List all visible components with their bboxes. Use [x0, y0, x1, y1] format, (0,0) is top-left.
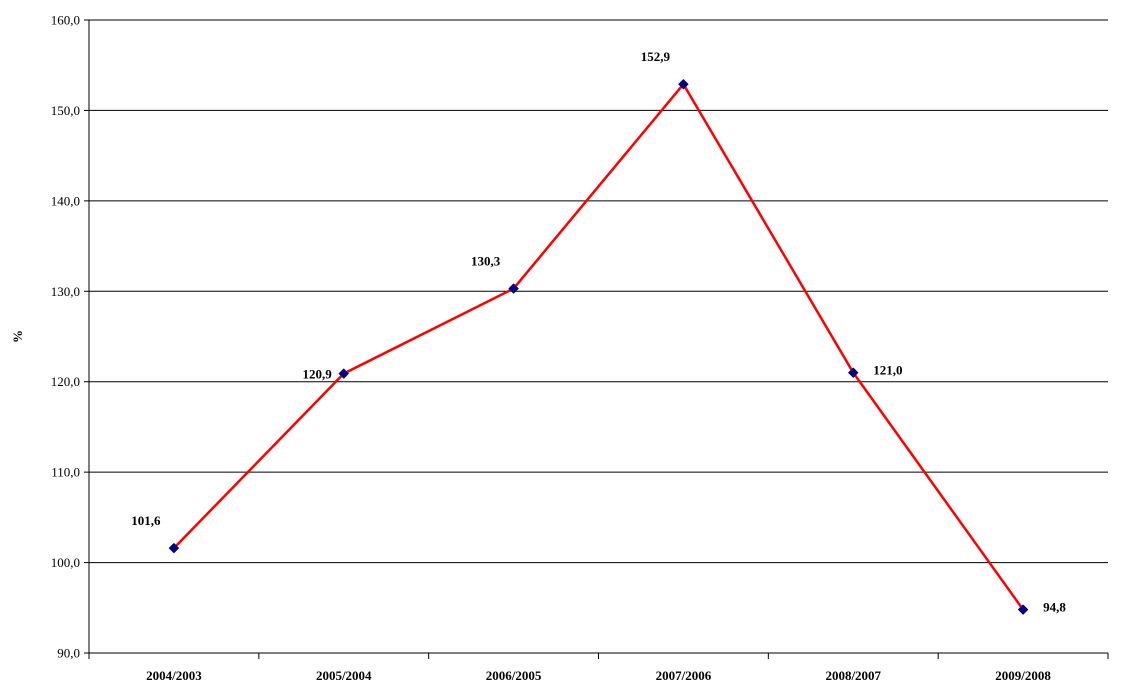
y-tick-label: 150,0	[51, 103, 80, 118]
y-tick-label: 140,0	[51, 193, 80, 208]
x-tick-label: 2007/2006	[656, 668, 712, 683]
y-tick-label: 110,0	[51, 465, 80, 480]
y-tick-label: 160,0	[51, 13, 80, 28]
x-tick-label: 2006/2005	[486, 668, 542, 683]
data-point	[338, 368, 350, 379]
data-label: 101,6	[131, 513, 161, 528]
data-point	[678, 78, 689, 90]
x-tick-label: 2004/2003	[146, 668, 202, 683]
data-label: 152,9	[641, 49, 671, 64]
y-tick-label: 120,0	[51, 374, 80, 389]
data-point	[508, 283, 519, 294]
data-point	[1017, 604, 1029, 615]
data-point	[847, 367, 859, 379]
gridlines	[89, 19, 1108, 564]
y-tick-label: 90,0	[57, 646, 80, 661]
x-tick-label: 2009/2008	[995, 668, 1051, 683]
x-tick-label: 2008/2007	[825, 668, 881, 683]
data-label: 130,3	[471, 254, 501, 269]
x-tick-label: 2005/2004	[316, 668, 372, 683]
series-line	[173, 82, 1025, 611]
axes	[88, 20, 1108, 654]
x-ticks: 2004/2003 2005/2004 2006/2005 2007/2006 2008…	[88, 653, 1109, 683]
y-tick-label: 100,0	[51, 555, 80, 570]
y-axis-label: %	[10, 330, 25, 343]
data-labels: 101,6 120,9 130,3 152,9 121,0 94,8	[131, 49, 1066, 614]
y-tick-label: 130,0	[51, 284, 80, 299]
series-group	[168, 78, 1029, 615]
data-point	[168, 542, 180, 554]
data-label: 94,8	[1043, 600, 1066, 615]
data-label: 121,0	[873, 363, 902, 378]
y-ticks: 90,0 100,0 110,0 120,0 130,0 140,0 150,0 160,0	[51, 13, 89, 661]
data-label: 120,9	[303, 367, 333, 382]
